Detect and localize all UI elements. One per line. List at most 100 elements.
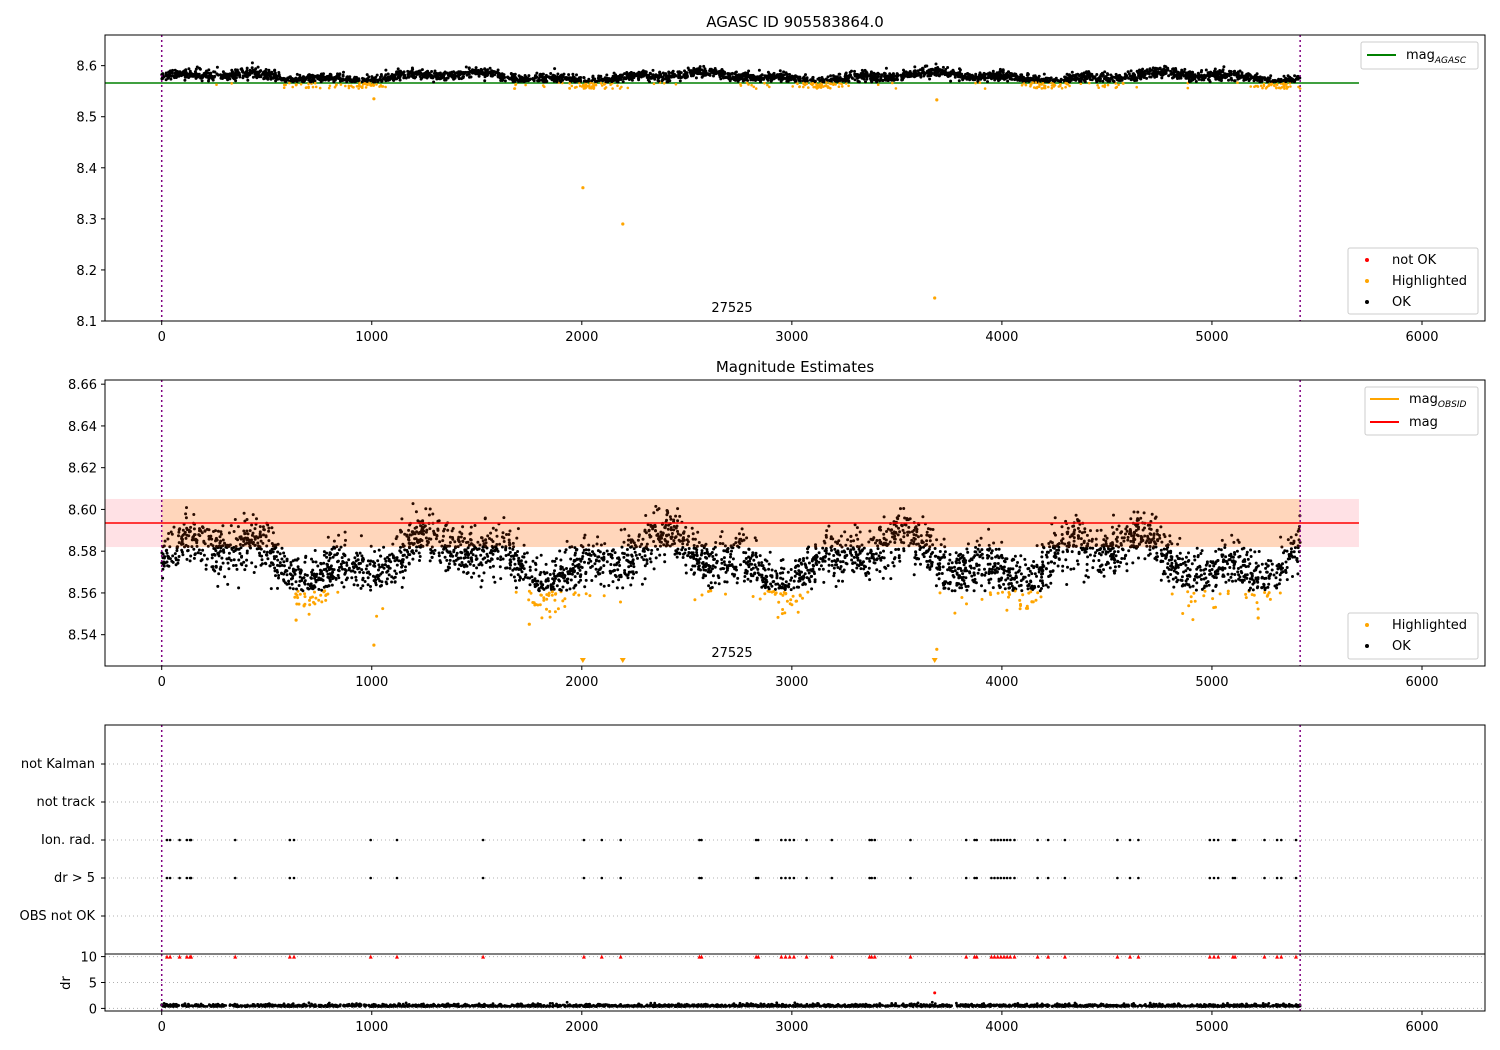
ok-point [376,79,379,82]
highlighted-point [315,86,318,89]
highlighted-outlier-point [935,98,938,101]
ok-point [418,552,421,555]
highlighted-point [841,85,844,88]
ok-point [856,538,859,541]
x-tick-label: 1000 [355,330,388,345]
ok-point [868,560,871,563]
highlighted-point [750,84,753,87]
ok-point [212,70,215,73]
ok-point [332,80,335,83]
ok-point [510,72,513,75]
ok-point [935,63,938,66]
ok-point [465,66,468,69]
highlighted-point [1025,84,1028,87]
ok-point [398,70,401,73]
ok-point [413,71,416,74]
ok-point [1200,578,1203,581]
ok-point [1157,71,1160,74]
ok-point [1049,79,1052,82]
ok-point [579,79,582,82]
highlighted-point [1202,594,1205,597]
highlighted-point [1061,87,1064,90]
ok-point [1048,545,1051,548]
highlighted-point [375,83,378,86]
ok-point [855,567,858,570]
highlighted-point [524,84,527,87]
highlighted-point [1064,82,1067,85]
legend-highlighted: Highlighted [1392,274,1467,289]
ok-point [928,71,931,74]
ok-point [187,76,190,79]
ok-point [500,76,503,79]
ok-point [402,576,405,579]
legend-ok: OK [1392,295,1411,310]
ok-point [452,70,455,73]
ok-point [563,73,566,76]
ok-point [594,575,597,578]
ok-point [1228,566,1231,569]
ok-point [217,530,220,533]
ok-point [504,79,507,82]
highlighted-point [763,82,766,85]
ok-point [242,74,245,77]
ok-point [442,76,445,79]
ok-point [1093,77,1096,80]
ok-point [1250,77,1253,80]
ok-point [907,544,910,547]
ok-point [644,554,647,557]
ok-point [646,559,649,562]
highlighted-point [344,85,347,88]
ok-point [358,571,361,574]
ok-point [824,555,827,558]
ok-point [1047,551,1050,554]
highlighted-point [832,83,835,86]
ok-point [924,65,927,68]
ok-point [1191,562,1194,565]
highlighted-point [375,615,378,618]
ok-point [410,75,413,78]
ok-point [508,539,511,542]
ok-point [1075,76,1078,79]
ok-point [788,73,791,76]
highlighted-point [1116,86,1119,89]
ok-point [262,525,265,528]
ok-point [875,558,878,561]
ok-point [850,70,853,73]
ok-point [657,80,660,83]
ok-point [196,545,199,548]
ok-point [1203,572,1206,575]
ok-point [274,73,277,76]
y-tick-label: 8.6 [76,60,97,75]
ok-point [1250,555,1253,558]
ok-point [759,554,762,557]
ok-point [1189,73,1192,76]
ok-point [413,537,416,540]
ok-point [1102,74,1105,77]
ok-point [775,576,778,579]
ok-point [298,79,301,82]
ok-point [735,71,738,74]
ok-point [1269,559,1272,562]
panel-1-annotation: 27525 [711,301,752,316]
highlighted-point [877,83,880,86]
ok-point [614,79,617,82]
ok-point [1086,569,1089,572]
ok-point [914,70,917,73]
ok-point [1259,571,1262,574]
ok-point [183,79,186,82]
ok-point [949,553,952,556]
ok-point [253,571,256,574]
ok-point [1286,566,1289,569]
highlighted-point [1249,85,1252,88]
ok-point [865,71,868,74]
ok-point [961,572,964,575]
ok-point [1218,78,1221,81]
ok-point [980,584,983,587]
ok-point [942,66,945,69]
ok-point [553,67,556,70]
ok-point [210,538,213,541]
ok-point [696,545,699,548]
ok-point [199,68,202,71]
ok-point [407,76,410,79]
ok-point [431,75,434,78]
